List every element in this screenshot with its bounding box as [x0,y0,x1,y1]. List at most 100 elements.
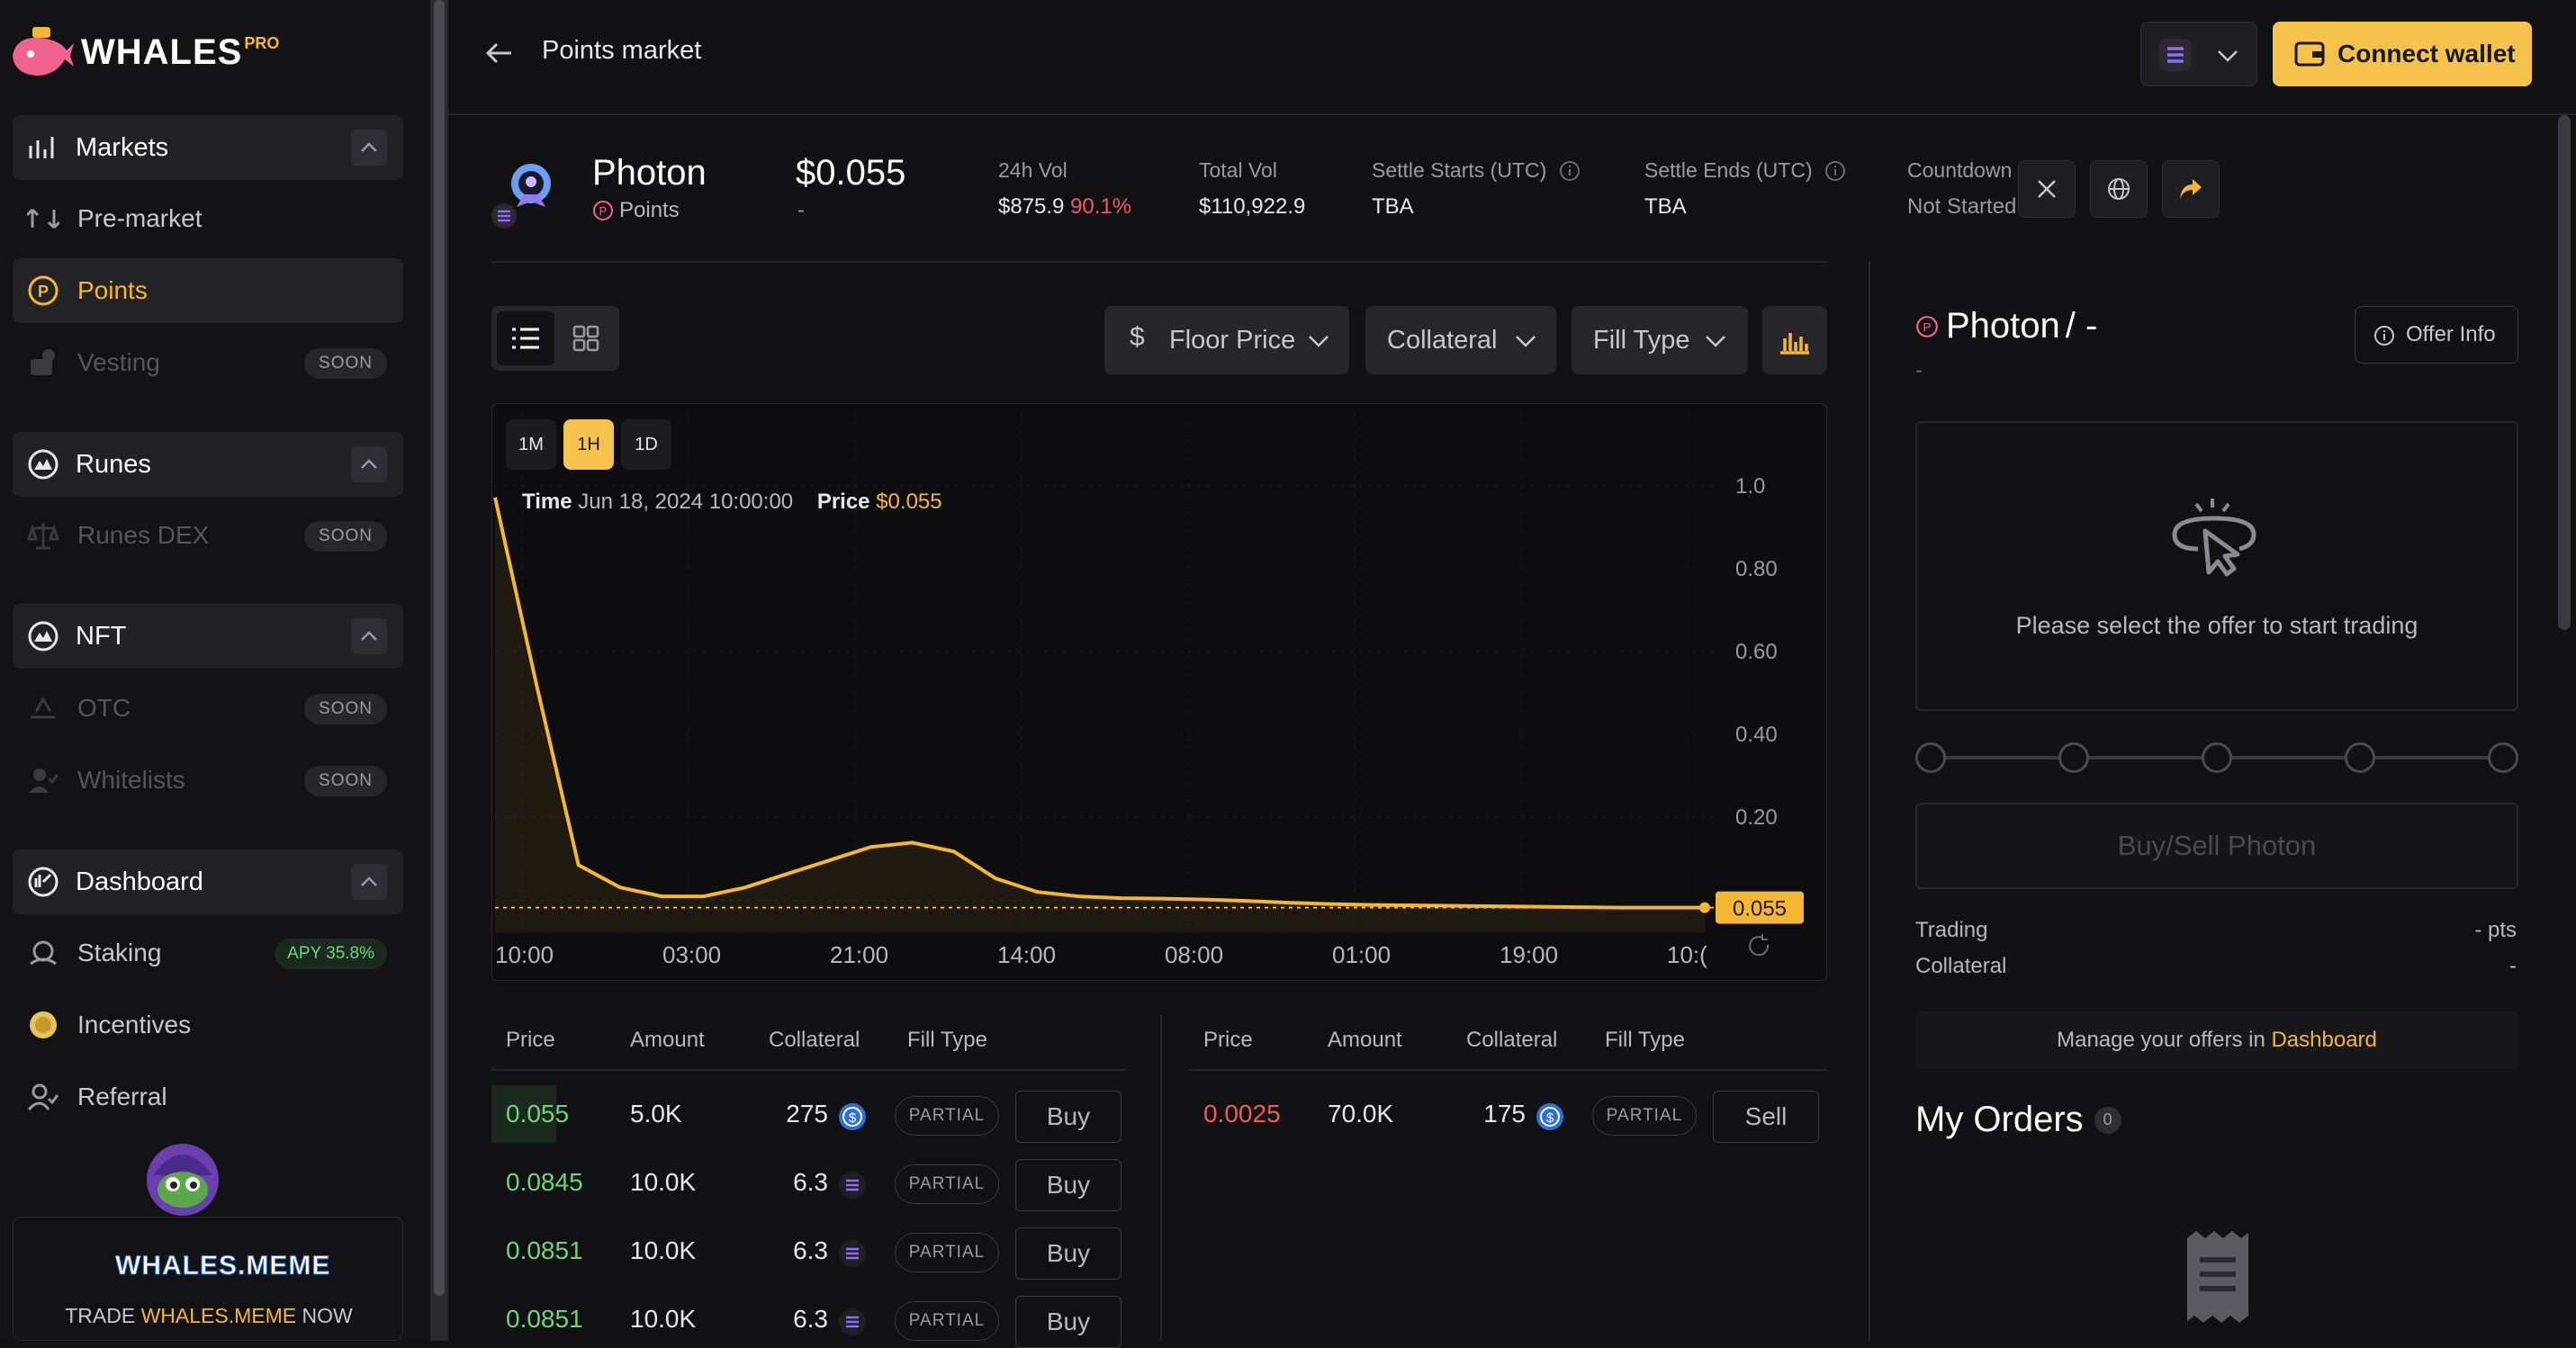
collateral-cell: 6.3 [793,1168,828,1196]
timeframe-1h[interactable]: 1H [563,419,614,470]
scale-icon [27,523,59,550]
collateral-token-icon: $ [839,1103,866,1130]
buy-sell-button[interactable]: Buy/Sell Photon [1915,803,2518,889]
brand-logo[interactable]: WHALES PRO [9,23,279,81]
list-view-button[interactable] [497,311,554,365]
back-arrow-icon[interactable] [486,41,513,65]
coin-icon [30,1011,57,1038]
chevron-up-icon[interactable] [351,618,387,654]
amount-cell: 70.0K [1328,1100,1394,1128]
promo-banner[interactable]: TRADE WHALES.MEME NOW [13,1217,403,1341]
chain-selector[interactable] [2140,22,2257,86]
timeframe-1d[interactable]: 1D [621,419,671,470]
table-header: Amount [630,1028,705,1052]
otc-icon [31,696,56,719]
fill-type-badge: PARTIAL [895,1096,999,1136]
vol24-value-group: $875.9 90.1% [998,194,1131,220]
vol24-label: 24h Vol [998,158,1067,182]
connect-wallet-button[interactable]: Connect wallet [2273,22,2532,86]
price-cell: 0.0851 [506,1236,583,1264]
dashboard-icon [28,867,59,897]
collateral-cell: 6.3 [793,1305,828,1333]
slider-step[interactable] [2345,742,2375,773]
vesting-icon [31,349,55,375]
amount-cell: 10.0K [630,1305,697,1333]
tooltip-time-label: Time [522,490,572,514]
vol24-change: 90.1% [1070,194,1132,219]
nav-section-nft[interactable]: NFT [13,604,403,669]
x-tick-label: 21:00 [830,941,888,968]
table-header: Collateral [769,1028,860,1052]
trade-panel-token: Photon [1946,306,2060,346]
timeframe-1m[interactable]: 1M [506,419,556,470]
soon-badge: SOON [304,694,387,724]
slider-step[interactable] [2202,742,2232,773]
page-scrollbar-thumb[interactable] [2558,115,2571,630]
share-button[interactable] [2162,160,2220,218]
promo-highlight[interactable]: WHALES.MEME [140,1304,297,1327]
collateral-cell: 175 [1483,1100,1526,1128]
collateral-dropdown[interactable]: Collateral [1365,306,1556,374]
table-header: Fill Type [1605,1028,1685,1052]
chevron-up-icon[interactable] [351,130,387,166]
fill-type-badge: PARTIAL [895,1301,999,1341]
grid-icon [572,325,599,352]
website-button[interactable] [2090,160,2148,218]
dashboard-link[interactable]: Dashboard [2271,1028,2377,1052]
empty-offer-text: Please select the offer to start trading [2015,612,2418,639]
chevron-up-icon[interactable] [351,446,387,482]
buy-button[interactable]: Buy [1015,1296,1121,1348]
nav-section-markets[interactable]: Markets [13,115,403,180]
price-cell: 0.055 [506,1100,570,1128]
photon-token-icon [491,164,551,229]
sidebar-item-staking[interactable]: Staking APY 35.8% [13,921,403,985]
nav-section-runes[interactable]: Runes [13,432,403,497]
divider [491,261,1827,263]
fill-type-dropdown[interactable]: Fill Type [1572,306,1748,374]
chevron-up-icon[interactable] [351,864,387,900]
brand-tag: PRO [244,33,280,52]
info-icon[interactable] [1824,160,1846,182]
connect-wallet-label: Connect wallet [2337,40,2516,67]
price-chart[interactable] [491,403,1827,981]
buy-button[interactable]: Buy [1015,1091,1121,1143]
fill-type-badge: PARTIAL [1592,1096,1697,1136]
sidebar-item-runes-dex[interactable]: Runes DEX SOON [13,503,403,568]
offer-info-button[interactable]: Offer Info [2355,306,2518,364]
sidebar-item-incentives[interactable]: Incentives [13,993,403,1057]
solana-icon [2159,39,2192,71]
slider-step[interactable] [2058,742,2089,773]
sell-button[interactable]: Sell [1713,1091,1819,1143]
floor-price-dropdown[interactable]: $ Floor Price [1104,306,1349,374]
divider [1160,1015,1162,1341]
y-tick-label: 0.20 [1735,805,1778,830]
empty-offer-box: Please select the offer to start trading [1915,421,2518,711]
chevron-down-icon [1516,336,1536,347]
nav-section-label: NFT [76,621,127,651]
buy-button[interactable]: Buy [1015,1159,1121,1211]
slider-step[interactable] [2488,742,2518,773]
x-tick-label: 19:00 [1500,941,1558,968]
table-header: Fill Type [907,1028,987,1052]
x-social-button[interactable] [2018,160,2076,218]
svg-text:P: P [1923,319,1931,334]
slider-step[interactable] [1915,742,1946,773]
user-check-icon [29,768,59,793]
chart-toggle-button[interactable] [1762,306,1827,374]
my-orders-title: My Orders [1915,1100,2084,1139]
tooltip-price-value: $0.055 [876,490,942,514]
countdown-label: Countdown [1907,158,2013,182]
sidebar-item-vesting[interactable]: Vesting SOON [13,330,403,395]
series-area [495,497,1705,932]
grid-view-button[interactable] [558,311,614,365]
nav-section-dashboard[interactable]: Dashboard [13,849,403,914]
sidebar-item-otc[interactable]: OTC SOON [13,676,403,741]
my-orders-count: 0 [2094,1106,2121,1134]
buy-button[interactable]: Buy [1015,1227,1121,1280]
sidebar-item-referral[interactable]: Referral [13,1065,403,1129]
sidebar-item-whitelists[interactable]: Whitelists SOON [13,748,403,813]
sidebar-item-premarket[interactable]: Pre-market [13,186,403,251]
info-icon[interactable] [1559,160,1581,182]
sidebar-item-points[interactable]: P Points [13,258,403,323]
sidebar-scrollbar-thumb[interactable] [434,0,445,1296]
